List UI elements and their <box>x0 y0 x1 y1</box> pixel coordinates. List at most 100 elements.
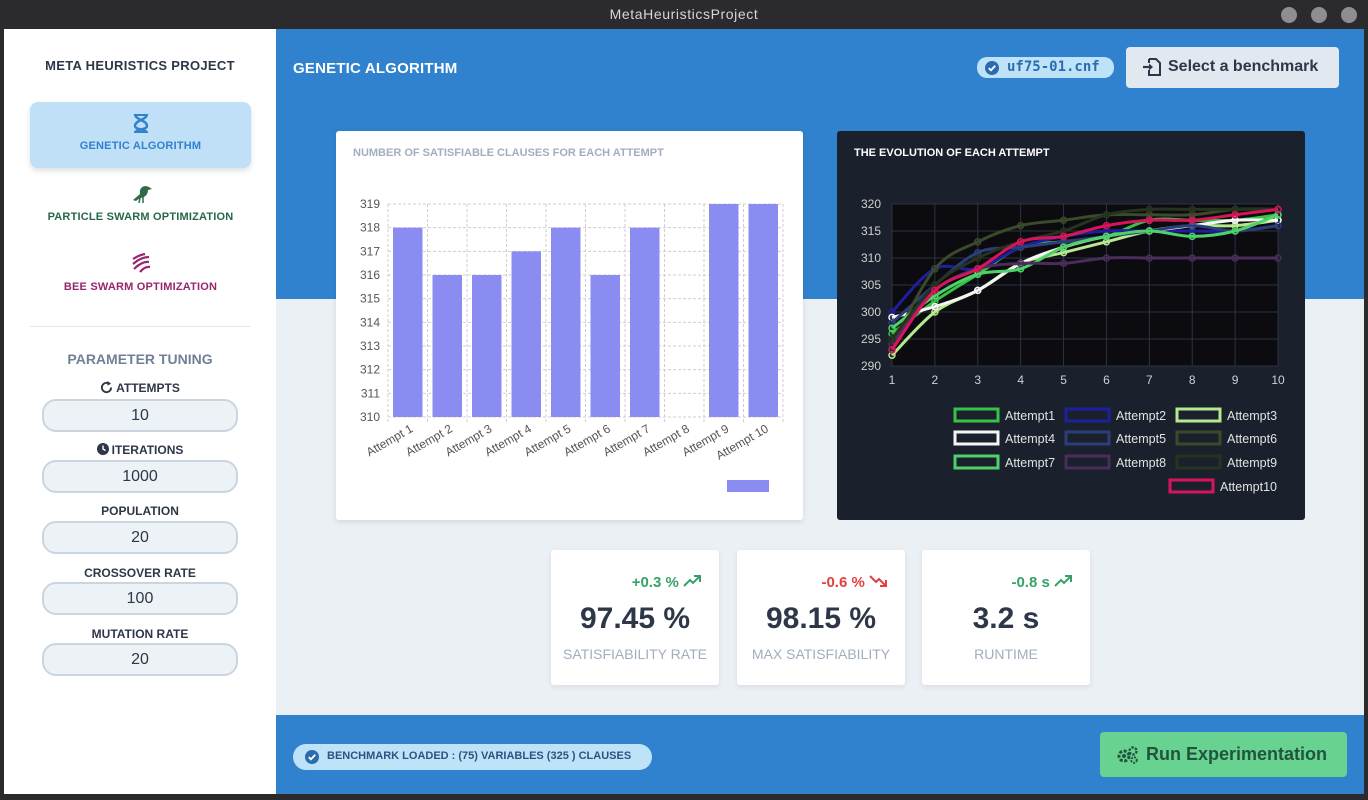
population-label: POPULATION <box>101 504 179 518</box>
data-point <box>888 324 896 332</box>
legend-label: Attempt10 <box>1220 480 1277 494</box>
data-point <box>888 335 896 343</box>
legend-label: Attempt9 <box>1227 456 1277 470</box>
mutation-rate-input[interactable]: 20 <box>42 643 238 676</box>
bar-6 <box>590 275 620 417</box>
data-point <box>1231 254 1239 262</box>
run-experimentation-button[interactable]: Run Experimentation <box>1100 732 1347 777</box>
y-tick-label: 313 <box>360 339 380 353</box>
close-button[interactable] <box>1341 7 1357 23</box>
x-tick-label: 6 <box>1103 373 1110 387</box>
data-point <box>1188 205 1196 214</box>
x-tick-label: 7 <box>1146 373 1153 387</box>
x-tick-label: 4 <box>1017 373 1024 387</box>
refresh-icon <box>101 381 113 394</box>
bar-1 <box>393 227 423 417</box>
data-point <box>1102 232 1111 241</box>
data-point <box>1059 216 1068 224</box>
data-point <box>1059 243 1068 251</box>
y-tick-label: 317 <box>360 244 380 258</box>
y-tick-label: 320 <box>861 197 881 211</box>
file-name: uf75-01.cnf <box>1007 59 1100 75</box>
legend-swatch <box>1064 454 1111 470</box>
wave-icon <box>131 253 150 273</box>
legend-label: Attempt2 <box>1116 409 1166 423</box>
nav-particle-swarm[interactable]: PARTICLE SWARM OPTIMIZATION <box>30 175 251 241</box>
file-import-icon <box>1143 58 1161 76</box>
parameter-tuning-title: PARAMETER TUNING <box>67 351 213 367</box>
data-point <box>1102 254 1111 262</box>
data-point <box>1016 238 1025 246</box>
sidebar-title: META HEURISTICS PROJECT <box>45 58 235 73</box>
data-point <box>1274 254 1282 262</box>
data-point <box>931 286 939 295</box>
data-point <box>931 265 939 273</box>
stat-label: MAX SATISFIABILITY <box>751 646 891 662</box>
stat-satisfiability-rate: +0.3 % 97.45 % SATISFIABILITY RATE <box>551 550 719 685</box>
nav-bee-swarm[interactable]: BEE SWARM OPTIMIZATION <box>30 245 251 311</box>
line-chart-title: THE EVOLUTION OF EACH ATTEMPT <box>854 147 1050 159</box>
mutation-rate-label: MUTATION RATE <box>91 627 189 641</box>
stat-value: 97.45 % <box>579 602 691 635</box>
bar-3 <box>472 275 502 417</box>
bar-9 <box>709 204 739 417</box>
legend-swatch <box>1175 430 1222 446</box>
select-benchmark-button[interactable]: Select a benchmark <box>1126 47 1339 88</box>
population-input[interactable]: 20 <box>42 521 238 554</box>
y-tick-label: 305 <box>861 278 881 292</box>
data-point <box>974 254 982 262</box>
y-tick-label: 310 <box>861 251 881 265</box>
series-line-attempt9 <box>890 207 1278 340</box>
legend-label: Attempt8 <box>1116 456 1166 470</box>
check-circle-icon <box>305 750 319 764</box>
nav-genetic-algorithm[interactable]: GENETIC ALGORITHM <box>30 102 251 168</box>
status-text: BENCHMARK LOADED : (75) VARIABLES (325 )… <box>327 750 632 762</box>
legend-label: Attempt1 <box>1005 409 1055 423</box>
legend-swatch <box>1175 454 1222 470</box>
window-title: MetaHeuristicsProject <box>609 6 759 22</box>
data-point <box>974 238 982 246</box>
iterations-input[interactable]: 1000 <box>42 460 238 493</box>
data-point <box>1145 227 1154 235</box>
legend-label: Attempt5 <box>1116 432 1166 446</box>
y-tick-label: 315 <box>861 224 881 238</box>
crossover-rate-label: CROSSOVER RATE <box>84 566 196 580</box>
x-tick-label: 3 <box>974 373 981 387</box>
data-point <box>974 265 982 273</box>
y-tick-label: 310 <box>360 410 380 424</box>
legend-swatch <box>1064 430 1111 446</box>
stat-delta: -0.8 s <box>1011 574 1072 591</box>
data-point <box>1188 254 1196 262</box>
x-tick-label: 8 <box>1189 373 1196 387</box>
stat-delta: +0.3 % <box>632 574 701 591</box>
line-chart: 320 315 310 305 300 295 290 1 2 3 4 5 6 7 8 9 10 Attempt1… <box>861 197 1285 494</box>
data-point <box>1145 216 1154 224</box>
x-tick-label: 5 <box>1060 373 1067 387</box>
legend-swatch <box>953 407 1000 423</box>
y-tick-label: 311 <box>361 386 380 400</box>
legend-swatch <box>953 430 1000 446</box>
y-tick-label: 318 <box>360 221 380 235</box>
y-tick-label: 315 <box>360 292 380 306</box>
bar-chart-title: NUMBER OF SATISFIABLE CLAUSES FOR EACH A… <box>353 147 664 159</box>
stat-max-satisfiability: -0.6 % 98.15 % MAX SATISFIABILITY <box>737 550 905 685</box>
minimize-button[interactable] <box>1281 7 1297 23</box>
data-point <box>1016 221 1025 230</box>
series-line-attempt10 <box>890 207 1279 351</box>
data-point <box>888 346 896 354</box>
data-point <box>1274 221 1282 230</box>
maximize-button[interactable] <box>1311 7 1327 23</box>
x-tick-label: 9 <box>1232 373 1239 387</box>
check-circle-icon <box>985 61 999 75</box>
series-line-attempt6 <box>890 207 1279 346</box>
line-chart-card: THE EVOLUTION OF EACH ATTEMPT 320 315 310 3… <box>837 131 1305 520</box>
data-point <box>1231 211 1239 219</box>
y-tick-label: 290 <box>861 359 881 373</box>
data-point <box>1059 232 1068 241</box>
attempts-input[interactable]: 10 <box>42 399 238 432</box>
data-point <box>1016 259 1025 268</box>
attempts-label: ATTEMPTS <box>4 381 276 395</box>
crossover-rate-input[interactable]: 100 <box>42 582 238 615</box>
y-tick-label: 312 <box>360 363 380 377</box>
